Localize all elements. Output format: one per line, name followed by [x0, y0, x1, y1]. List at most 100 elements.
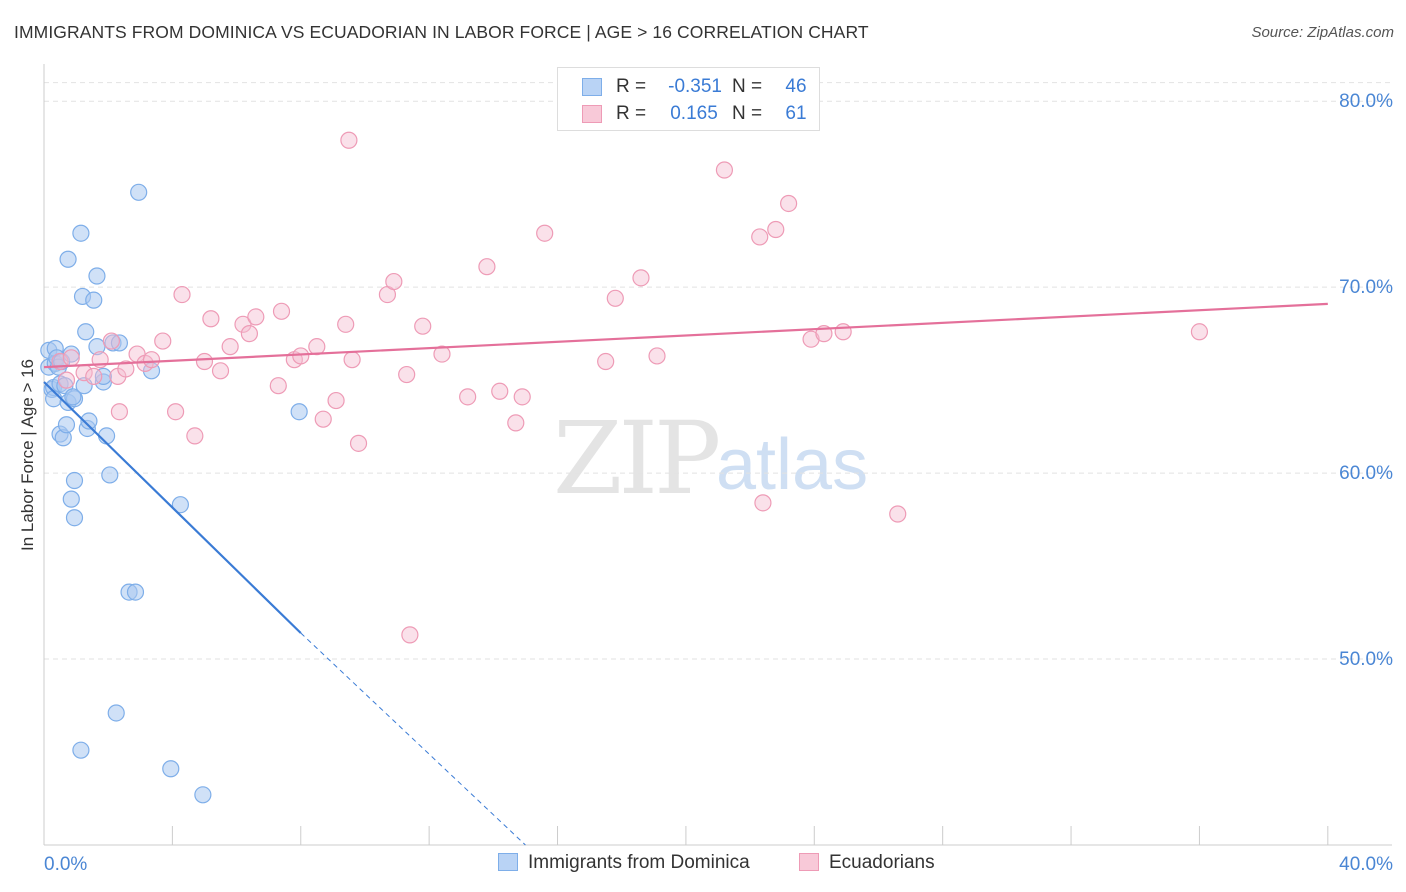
ecuadorian-point: [234, 315, 252, 333]
ecuadorian-point: [1190, 323, 1209, 341]
ecuadorian-point: [202, 310, 220, 328]
ecuadorian-point: [385, 272, 403, 291]
ecuadorian-point: [142, 351, 161, 369]
ecuadorian-point: [314, 410, 332, 428]
ecuadorian-point: [414, 317, 432, 335]
ecuadorian-point: [491, 382, 509, 400]
ecuadorian-point: [751, 228, 769, 246]
dominica-point: [88, 267, 106, 285]
series-name-dominica: Immigrants from Dominica: [528, 852, 750, 873]
source-label: Source: ZipAtlas.com: [1251, 24, 1394, 41]
y-tick-label: 70.0%: [1339, 277, 1393, 298]
ecuadorian-point: [889, 505, 907, 523]
ecuadorian-point: [269, 377, 287, 395]
watermark-atlas: atlas: [716, 425, 869, 505]
points-layer: [40, 131, 1209, 804]
dominica-trendline: [43, 381, 302, 634]
dominica-point: [45, 390, 63, 408]
ecuadorian-point: [349, 434, 368, 452]
legend-r-value-dominica: -0.351: [668, 76, 722, 97]
x-tick-label: 40.0%: [1339, 854, 1393, 875]
series-swatch-ecuadorians: [799, 853, 819, 871]
dominica-point: [72, 741, 90, 759]
legend-n-value-ecuadorians: 61: [785, 103, 807, 124]
dominica-point: [94, 367, 112, 385]
dominica-point: [290, 403, 308, 421]
tick-label-layer: 50.0% 60.0% 70.0% 80.0% 0.0% 40.0%: [44, 91, 1393, 875]
ecuadorian-point: [754, 494, 772, 512]
ecuadorian-point: [632, 269, 650, 287]
ecuadorian-point: [292, 347, 310, 365]
dominica-point: [101, 466, 119, 484]
ecuadorian-point: [102, 332, 121, 350]
dominica-point: [77, 323, 95, 341]
series-legend-dominica: Immigrants from Dominica: [498, 852, 750, 874]
ecuadorian-point: [166, 403, 185, 421]
dominica-point: [64, 388, 82, 406]
ecuadorian-point: [337, 315, 355, 333]
correlation-legend: R = -0.351 N = 46 R = 0.165 N = 61: [557, 67, 820, 131]
ecuadorian-point: [308, 338, 326, 356]
ecuadorian-point: [247, 308, 265, 326]
y-tick-label: 80.0%: [1339, 91, 1393, 112]
ecuadorian-point: [834, 323, 852, 341]
ecuadorian-point: [221, 338, 239, 356]
trend-layer: [43, 302, 1328, 846]
legend-n-value-dominica: 46: [785, 76, 807, 97]
legend-n-label: N =: [732, 103, 763, 124]
dominica-point: [57, 416, 76, 434]
legend-r-label: R =: [616, 76, 647, 97]
dominica-point: [130, 183, 148, 201]
y-tick-label: 60.0%: [1339, 463, 1393, 484]
dominica-point: [65, 509, 84, 527]
ecuadorian-point: [57, 371, 76, 389]
ecuadorian-point: [186, 427, 204, 445]
dominica-point: [126, 583, 145, 601]
ecuadorian-point: [606, 289, 624, 307]
ecuadorian-point: [343, 351, 361, 369]
legend-n-label: N =: [732, 76, 763, 97]
ecuadorian-point: [780, 194, 798, 213]
dominica-point: [162, 760, 180, 778]
ecuadorian-point: [240, 325, 259, 343]
ecuadorian-point: [648, 347, 666, 365]
ecuadorian-point: [195, 352, 214, 371]
ecuadorian-point: [110, 403, 129, 421]
ecuadorian-point: [507, 414, 525, 432]
ecuadorian-point: [715, 161, 734, 179]
legend-r-label: R =: [616, 103, 647, 124]
x-tick-label: 0.0%: [44, 854, 87, 875]
ecuadorian-point: [154, 332, 172, 350]
dominica-trendline-extension: [300, 632, 526, 846]
ecuadorian-point: [117, 360, 135, 378]
dominica-point: [171, 496, 190, 514]
ecuadorian-point: [597, 352, 615, 371]
dominica-point: [85, 291, 103, 309]
y-tick-label: 50.0%: [1339, 649, 1393, 670]
series-swatch-dominica: [498, 853, 518, 871]
watermark-zip: ZIP: [553, 400, 721, 517]
dominica-point: [107, 704, 125, 722]
dominica-point: [80, 412, 98, 430]
dominica-point: [59, 250, 77, 268]
ecuadorian-point: [513, 388, 531, 406]
ecuadorian-point: [536, 224, 554, 242]
ecuadorian-point: [401, 626, 419, 644]
ecuadorian-point: [478, 258, 496, 276]
ecuadorian-point: [173, 285, 191, 304]
dominica-point: [65, 471, 84, 490]
ecuadorian-point: [802, 330, 820, 348]
ecuadorian-point: [459, 388, 477, 406]
ecuadorian-point: [62, 349, 80, 367]
ecuadorian-point: [433, 345, 451, 363]
ecuadorian-point: [211, 362, 230, 380]
dominica-point: [72, 224, 90, 242]
dominica-point: [194, 786, 212, 804]
ecuadorian-point: [398, 365, 416, 384]
legend-r-value-ecuadorians: 0.165: [670, 103, 718, 124]
ecuadorian-trendline: [43, 302, 1328, 369]
dominica-point: [62, 490, 80, 508]
ecuadorian-point: [767, 220, 785, 239]
series-legend-ecuadorians: Ecuadorians: [799, 852, 935, 874]
